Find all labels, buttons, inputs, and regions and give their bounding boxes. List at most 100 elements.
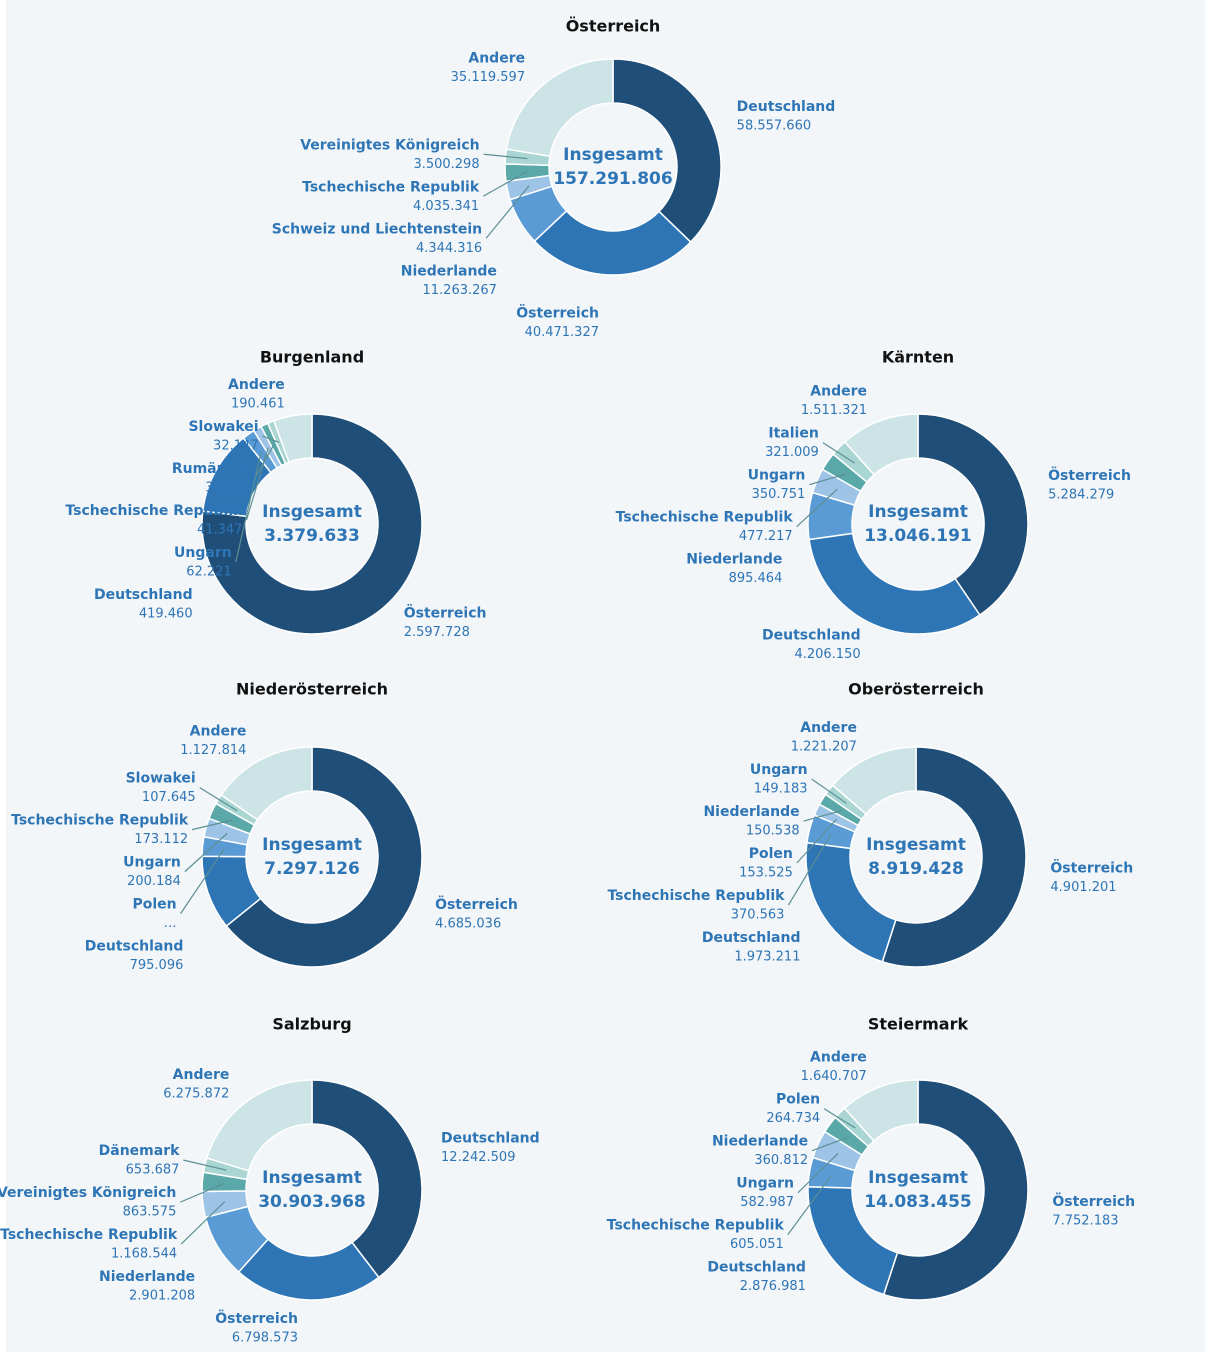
slice-label: Deutschland xyxy=(737,99,836,115)
slice-label: Niederlande xyxy=(712,1134,808,1150)
slice-label: Vereinigtes Königreich xyxy=(300,137,479,153)
slice-value: 4.206.150 xyxy=(794,647,860,662)
slice-label: Niederlande xyxy=(401,263,497,279)
slice-label: Niederlande xyxy=(703,804,799,820)
center-total: 3.379.633 xyxy=(264,526,360,546)
slice-value: 2.901.208 xyxy=(129,1289,195,1304)
leader-line xyxy=(485,185,530,239)
slice-value: 1.168.544 xyxy=(111,1247,177,1262)
slice-value: 36.269 xyxy=(205,481,251,496)
slice-label: Österreich xyxy=(435,895,518,913)
slice-label: Österreich xyxy=(1048,466,1131,484)
donut-slice xyxy=(272,413,313,464)
slice-label: Andere xyxy=(190,723,247,739)
slice-value: 5.284.279 xyxy=(1048,488,1114,503)
slice-label: Deutschland xyxy=(441,1131,540,1147)
slice-value: 264.734 xyxy=(766,1111,820,1126)
slice-label: Andere xyxy=(228,377,285,393)
donut-slice xyxy=(882,1079,1029,1301)
slice-label: Österreich xyxy=(1050,858,1133,876)
donut-slice xyxy=(843,1079,919,1142)
slice-value: 12.242.509 xyxy=(441,1150,515,1165)
slice-value: 321.009 xyxy=(765,445,819,460)
slice-value: 605.051 xyxy=(730,1237,784,1252)
donut-slice xyxy=(917,413,1029,617)
slice-value: 477.217 xyxy=(739,529,793,544)
leader-line xyxy=(183,1159,227,1171)
slice-label: Deutschland xyxy=(707,1260,806,1276)
slice-label: Ungarn xyxy=(174,545,232,561)
slice-value: 173.112 xyxy=(134,832,188,847)
center-total: 157.291.806 xyxy=(553,169,672,189)
slice-label: Deutschland xyxy=(702,930,801,946)
donut-slice xyxy=(612,58,722,244)
slice-value: 795.096 xyxy=(130,958,184,973)
donut-slice xyxy=(831,746,917,816)
leader-line xyxy=(811,1136,848,1152)
leader-line xyxy=(199,787,238,812)
center-label: Insgesamt xyxy=(868,1168,968,1188)
slice-label: Polen xyxy=(132,897,176,913)
slice-label: Polen xyxy=(749,846,793,862)
slice-label: Österreich xyxy=(516,303,599,321)
leader-line xyxy=(184,832,228,873)
chart-title: Niederösterreich xyxy=(236,680,388,699)
slice-value: 35.119.597 xyxy=(451,70,525,85)
leader-line xyxy=(192,819,233,831)
center-label: Insgesamt xyxy=(262,835,362,855)
slice-value: 190.461 xyxy=(231,397,285,412)
slice-label: Tschechische Republik xyxy=(607,1218,785,1234)
slice-value: 1.511.321 xyxy=(801,403,867,418)
donut-slice xyxy=(843,413,919,476)
center-label: Insgesamt xyxy=(563,145,663,165)
leader-line xyxy=(180,1182,225,1203)
slice-value: 2.597.728 xyxy=(404,625,470,640)
slice-value: 582.987 xyxy=(740,1195,794,1210)
slice-label: Deutschland xyxy=(94,587,193,603)
leader-line xyxy=(823,1108,856,1129)
slice-value: 3.500.298 xyxy=(413,157,479,172)
slice-value: 863.575 xyxy=(123,1205,177,1220)
slice-value: 62.221 xyxy=(186,565,232,580)
leader-line xyxy=(811,778,847,804)
chart-title: Burgenland xyxy=(260,348,364,367)
chart-title: Oberösterreich xyxy=(848,680,984,699)
slice-label: Schweiz und Liechtenstein xyxy=(272,221,482,237)
slice-label: Tschechische Republik xyxy=(616,510,794,526)
leader-line xyxy=(797,1152,839,1194)
center-total: 14.083.455 xyxy=(864,1192,972,1212)
slice-value: 6.798.573 xyxy=(232,1331,298,1346)
slice-value: 653.687 xyxy=(126,1163,180,1178)
background xyxy=(6,0,1205,1352)
slice-value: 360.812 xyxy=(754,1153,808,1168)
center-label: Insgesamt xyxy=(866,835,966,855)
slice-label: Niederlande xyxy=(686,552,782,568)
slice-value: 6.275.872 xyxy=(163,1086,229,1101)
slice-label: Andere xyxy=(800,720,857,736)
slice-label: Ungarn xyxy=(748,468,806,484)
slice-label: Ungarn xyxy=(750,762,808,778)
donut-slice xyxy=(505,58,614,158)
slice-label: Ungarn xyxy=(123,855,181,871)
center-total: 30.903.968 xyxy=(258,1192,366,1212)
slice-label: Tschechische Republik xyxy=(0,1227,178,1243)
donut-slice xyxy=(201,413,423,635)
slice-value: 58.557.660 xyxy=(737,119,811,134)
slice-value: 32.147 xyxy=(213,439,259,454)
slice-label: Andere xyxy=(173,1067,230,1083)
leader-line xyxy=(787,834,832,906)
donut-slice xyxy=(808,532,981,635)
slice-value: 4.685.036 xyxy=(435,916,501,931)
slice-value: 1.127.814 xyxy=(180,743,246,758)
slice-value: 40.471.327 xyxy=(525,325,599,340)
slice-value: 11.263.267 xyxy=(423,283,497,298)
slice-label: Italien xyxy=(768,426,818,442)
slice-label: Österreich xyxy=(1052,1192,1135,1210)
leader-line xyxy=(787,1175,832,1236)
slice-value: 419.460 xyxy=(139,607,193,622)
slice-value: 41.347 xyxy=(197,523,243,538)
leader-line xyxy=(262,435,280,443)
slice-value: 4.901.201 xyxy=(1050,880,1116,895)
slice-value: 149.183 xyxy=(754,782,808,797)
